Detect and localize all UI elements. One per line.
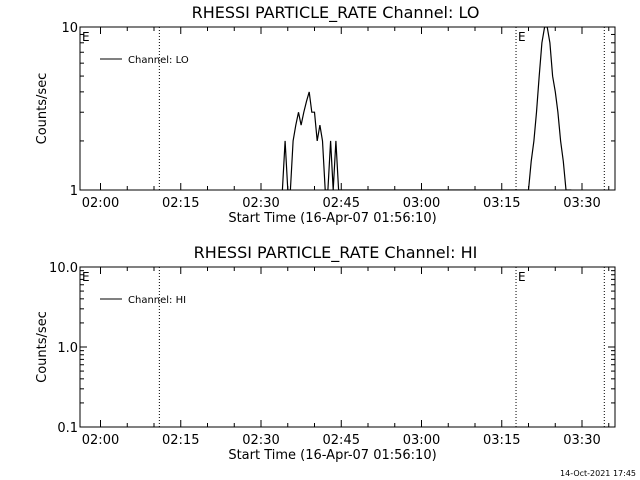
lo-x-tick-label-2: 02:30	[242, 196, 279, 211]
hi-x-axis-label: Start Time (16-Apr-07 01:56:10)	[228, 448, 436, 463]
hi-y-tick-label-1: 1.0	[57, 341, 78, 356]
hi-chart-title: RHESSI PARTICLE_RATE Channel: HI	[194, 243, 478, 263]
lo-event-flag-1: E	[518, 30, 526, 44]
lo-x-tick-label-3: 02:45	[323, 196, 360, 211]
lo-x-tick-label-6: 03:30	[563, 196, 600, 211]
lo-y-axis-label: Counts/sec	[35, 73, 50, 145]
hi-channel-panel: RHESSI PARTICLE_RATE Channel: HI 0.1 1.0 10…	[35, 243, 616, 463]
hi-x-tick-label-6: 03:30	[563, 433, 600, 448]
hi-y-tick-label-0: 0.1	[57, 421, 78, 436]
lo-channel-panel: RHESSI PARTICLE_RATE Channel: LO 1 10 Count…	[35, 3, 616, 226]
lo-plot-frame	[79, 26, 616, 191]
hi-y-tick-label-2: 10.0	[49, 261, 78, 276]
lo-x-tick-label-1: 02:15	[162, 196, 199, 211]
lo-x-tick-label-0: 02:00	[82, 196, 119, 211]
lo-series-line-0	[281, 27, 572, 190]
lo-x-tick-label-5: 03:15	[483, 196, 520, 211]
hi-x-tick-label-4: 03:00	[403, 433, 440, 448]
hi-x-tick-label-3: 02:45	[323, 433, 360, 448]
hi-x-tick-label-2: 02:30	[242, 433, 279, 448]
hi-plot-frame	[79, 266, 616, 428]
plot-timestamp: 14-Oct-2021 17:45	[560, 469, 636, 478]
lo-y-tick-label-0: 1	[70, 184, 78, 199]
hi-event-flag-0: E	[82, 270, 90, 284]
hi-x-tick-label-0: 02:00	[82, 433, 119, 448]
hi-event-flag-1: E	[518, 270, 526, 284]
lo-y-tick-label-1: 10	[61, 21, 78, 36]
hi-x-tick-label-1: 02:15	[162, 433, 199, 448]
lo-chart-title: RHESSI PARTICLE_RATE Channel: LO	[192, 3, 480, 23]
hi-x-tick-label-5: 03:15	[483, 433, 520, 448]
hi-y-axis-label: Counts/sec	[35, 311, 50, 383]
hi-legend-label-0: Channel: HI	[128, 295, 186, 306]
lo-x-tick-label-4: 03:00	[403, 196, 440, 211]
lo-x-axis-label: Start Time (16-Apr-07 01:56:10)	[228, 211, 436, 226]
lo-event-flag-0: E	[82, 30, 90, 44]
lo-legend-label-0: Channel: LO	[128, 55, 189, 66]
